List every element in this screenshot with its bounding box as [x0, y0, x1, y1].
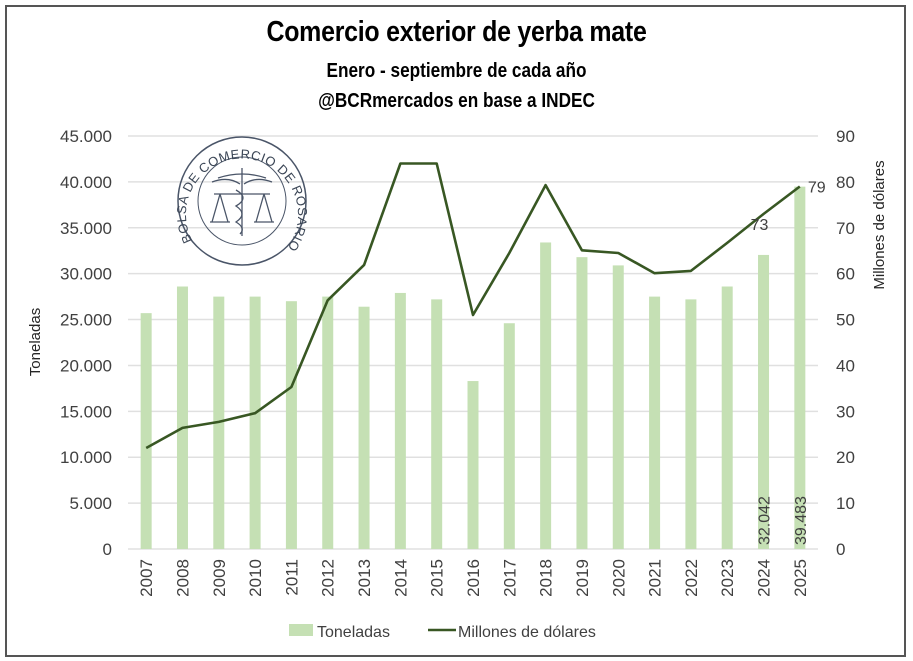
bar-2021 [649, 296, 661, 549]
line-data-label: 73 [751, 217, 769, 234]
bar-2019 [576, 257, 588, 549]
x-tick-label: 2018 [537, 559, 556, 597]
x-tick-label: 2015 [428, 559, 447, 597]
x-axis-ticks: 2007 2008 2009 2010 2011 2012 2013 2014 2015 2016… [137, 559, 810, 597]
bar-2013 [358, 306, 370, 549]
bar-data-label: 39.483 [793, 496, 810, 545]
bar-2024 [758, 254, 770, 549]
x-tick-label: 2008 [173, 559, 192, 597]
chart-title: Comercio exterior de yerba mate [266, 16, 647, 48]
x-tick-label: 2007 [137, 559, 156, 597]
data-labels: 32.042 39.483 73 79 [751, 179, 826, 545]
bcr-logo: BOLSA DE COMERCIO DE ROSARIO [174, 136, 310, 266]
bar-2020 [612, 265, 624, 549]
y2-tick-label: 20 [836, 448, 855, 467]
y-tick-label: 5.000 [69, 494, 112, 513]
bar-2012 [322, 296, 334, 549]
bar-2014 [394, 292, 406, 549]
bar-2008 [176, 286, 188, 549]
bar-2015 [431, 299, 443, 549]
y2-tick-label: 90 [836, 127, 855, 146]
bar-2011 [285, 301, 297, 549]
y-tick-label: 40.000 [60, 173, 112, 192]
y2-tick-label: 30 [836, 402, 855, 421]
caduceus-scales-icon [210, 168, 274, 236]
x-tick-label: 2009 [210, 559, 229, 597]
bar-2017 [503, 323, 515, 549]
y-axis-left-ticks: 0 5.000 10.000 15.000 20.000 25.000 30.000 35.0… [60, 127, 112, 559]
x-tick-label: 2019 [573, 559, 592, 597]
y2-tick-label: 50 [836, 311, 855, 330]
x-tick-label: 2014 [391, 559, 410, 597]
legend-swatch-toneladas [289, 624, 313, 636]
bar-series-toneladas [140, 186, 806, 550]
bar-2022 [685, 299, 697, 549]
x-tick-label: 2011 [282, 559, 301, 596]
y-tick-label: 45.000 [60, 127, 112, 146]
line-series-millones [145, 162, 801, 450]
legend-label-toneladas: Toneladas [317, 624, 390, 641]
x-tick-label: 2010 [246, 559, 265, 597]
bar-2010 [249, 296, 261, 549]
y-tick-label: 15.000 [60, 402, 112, 421]
x-tick-label: 2023 [718, 559, 737, 597]
y-tick-label: 10.000 [60, 448, 112, 467]
chart-subtitle: Enero - septiembre de cada año [326, 60, 587, 82]
bar-data-label: 32.042 [757, 496, 774, 545]
x-tick-label: 2021 [646, 559, 665, 597]
bar-2018 [540, 242, 552, 549]
y-axis-right-ticks: 0 10 20 30 40 50 60 70 80 90 [836, 127, 855, 559]
x-tick-label: 2016 [464, 559, 483, 597]
y2-tick-label: 70 [836, 219, 855, 238]
y-tick-label: 35.000 [60, 219, 112, 238]
chart-source: @BCRmercados en base a INDEC [318, 90, 595, 112]
y-tick-label: 30.000 [60, 265, 112, 284]
y2-tick-label: 80 [836, 173, 855, 192]
y-tick-label: 0 [103, 540, 112, 559]
y-tick-label: 25.000 [60, 311, 112, 330]
bar-2016 [467, 381, 479, 549]
x-tick-label: 2020 [609, 559, 628, 597]
bar-2007 [140, 313, 152, 549]
x-tick-label: 2024 [755, 559, 774, 597]
legend-label-millones: Millones de dólares [458, 624, 596, 641]
y2-tick-label: 60 [836, 265, 855, 284]
x-tick-label: 2017 [500, 559, 519, 597]
legend: Toneladas Millones de dólares [289, 624, 596, 641]
bar-2025 [794, 186, 806, 550]
y2-tick-label: 40 [836, 356, 855, 375]
y-axis-left-label: Toneladas [27, 308, 44, 376]
x-tick-label: 2022 [682, 559, 701, 597]
x-tick-label: 2013 [355, 559, 374, 597]
y2-tick-label: 0 [836, 540, 845, 559]
y-tick-label: 20.000 [60, 356, 112, 375]
y2-tick-label: 10 [836, 494, 855, 513]
x-tick-label: 2025 [791, 559, 810, 597]
line-data-label: 79 [808, 179, 826, 196]
x-tick-label: 2012 [319, 559, 338, 597]
y-axis-right-label: Millones de dólares [871, 160, 888, 289]
bar-2023 [721, 286, 733, 549]
